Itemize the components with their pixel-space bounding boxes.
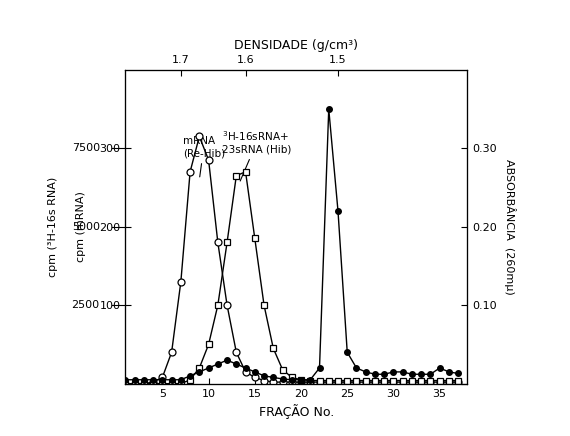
X-axis label: DENSIDADE (g/cm³): DENSIDADE (g/cm³) [234,39,359,52]
Text: 7500: 7500 [72,143,100,153]
Text: $^3$H-16sRNA+
23sRNA (Hib): $^3$H-16sRNA+ 23sRNA (Hib) [222,129,292,181]
Text: 2500: 2500 [72,300,100,310]
Text: 5000: 5000 [72,222,100,232]
X-axis label: FRAÇÃO No.: FRAÇÃO No. [259,404,334,419]
Text: cpm (mRNA): cpm (mRNA) [76,191,86,262]
Y-axis label: cpm (³H-16s RNA): cpm (³H-16s RNA) [48,177,58,277]
Text: mRNA
(Re-Hib): mRNA (Re-Hib) [183,136,225,177]
Y-axis label: ABSORBÂNCIA  (260mμ): ABSORBÂNCIA (260mμ) [504,159,516,295]
